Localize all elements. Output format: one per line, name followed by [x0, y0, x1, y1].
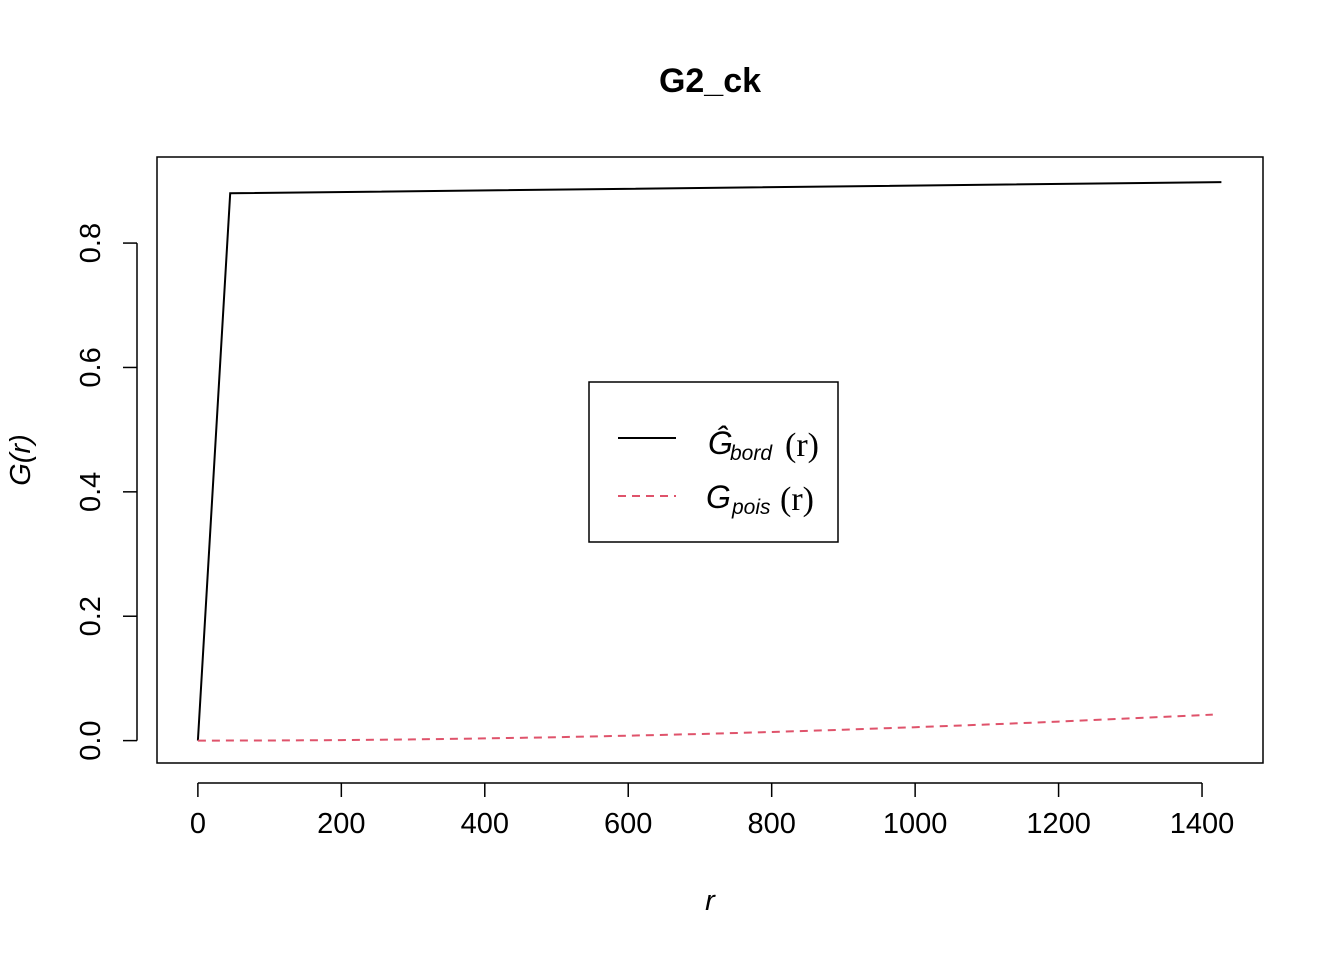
- y-tick-label: 0.2: [75, 596, 107, 636]
- legend-symbol-bord: Ĝ: [708, 425, 733, 461]
- axes-layer: 0 200 400 600 800 1000 1200 1400 0.0 0.2 0.4 0.6 0.8: [75, 223, 1234, 840]
- legend-box: [588, 381, 839, 543]
- chart-title: G2_ck: [659, 62, 761, 100]
- series-layer: [196, 181, 1222, 742]
- x-tick-label: 1200: [1026, 808, 1091, 840]
- legend-symbol-pois: G: [706, 479, 731, 515]
- svg-text:(r): (r): [785, 427, 819, 464]
- x-tick-label: 800: [747, 808, 795, 840]
- svg-text:pois: pois: [731, 496, 771, 519]
- x-tick-label: 1400: [1170, 808, 1235, 840]
- series-pois-line: [197, 713, 1213, 742]
- svg-text:(r): (r): [780, 481, 814, 518]
- legend-subscript-pois: pois: [731, 496, 771, 519]
- svg-text:G: G: [706, 479, 731, 515]
- x-axis-label: r: [705, 885, 716, 917]
- x-tick-label: 600: [604, 808, 652, 840]
- legend-arg-bord: (r): [785, 427, 819, 464]
- y-tick-label: 0.8: [75, 223, 107, 263]
- y-tick-label: 0.0: [75, 720, 107, 760]
- svg-text:Ĝ: Ĝ: [708, 425, 733, 461]
- y-tick-label: 0.6: [75, 347, 107, 387]
- x-tick-label: 400: [461, 808, 509, 840]
- y-axis-label: G(r): [5, 434, 37, 486]
- y-tick-label: 0.4: [75, 472, 107, 512]
- legend-label-pois: G pois (r): [706, 479, 814, 519]
- svg-text:bord: bord: [730, 442, 773, 465]
- legend-subscript-bord: bord: [730, 442, 773, 465]
- legend-arg-pois: (r): [780, 481, 814, 518]
- legend-label-bord: Ĝ bord (r): [708, 425, 819, 465]
- x-tick-label: 0: [190, 808, 206, 840]
- series-bord-line: [196, 181, 1222, 741]
- x-tick-label: 1000: [883, 808, 948, 840]
- legend: Ĝ bord (r) G pois (r): [588, 381, 839, 543]
- plot-frame: [156, 156, 1264, 764]
- x-tick-label: 200: [317, 808, 365, 840]
